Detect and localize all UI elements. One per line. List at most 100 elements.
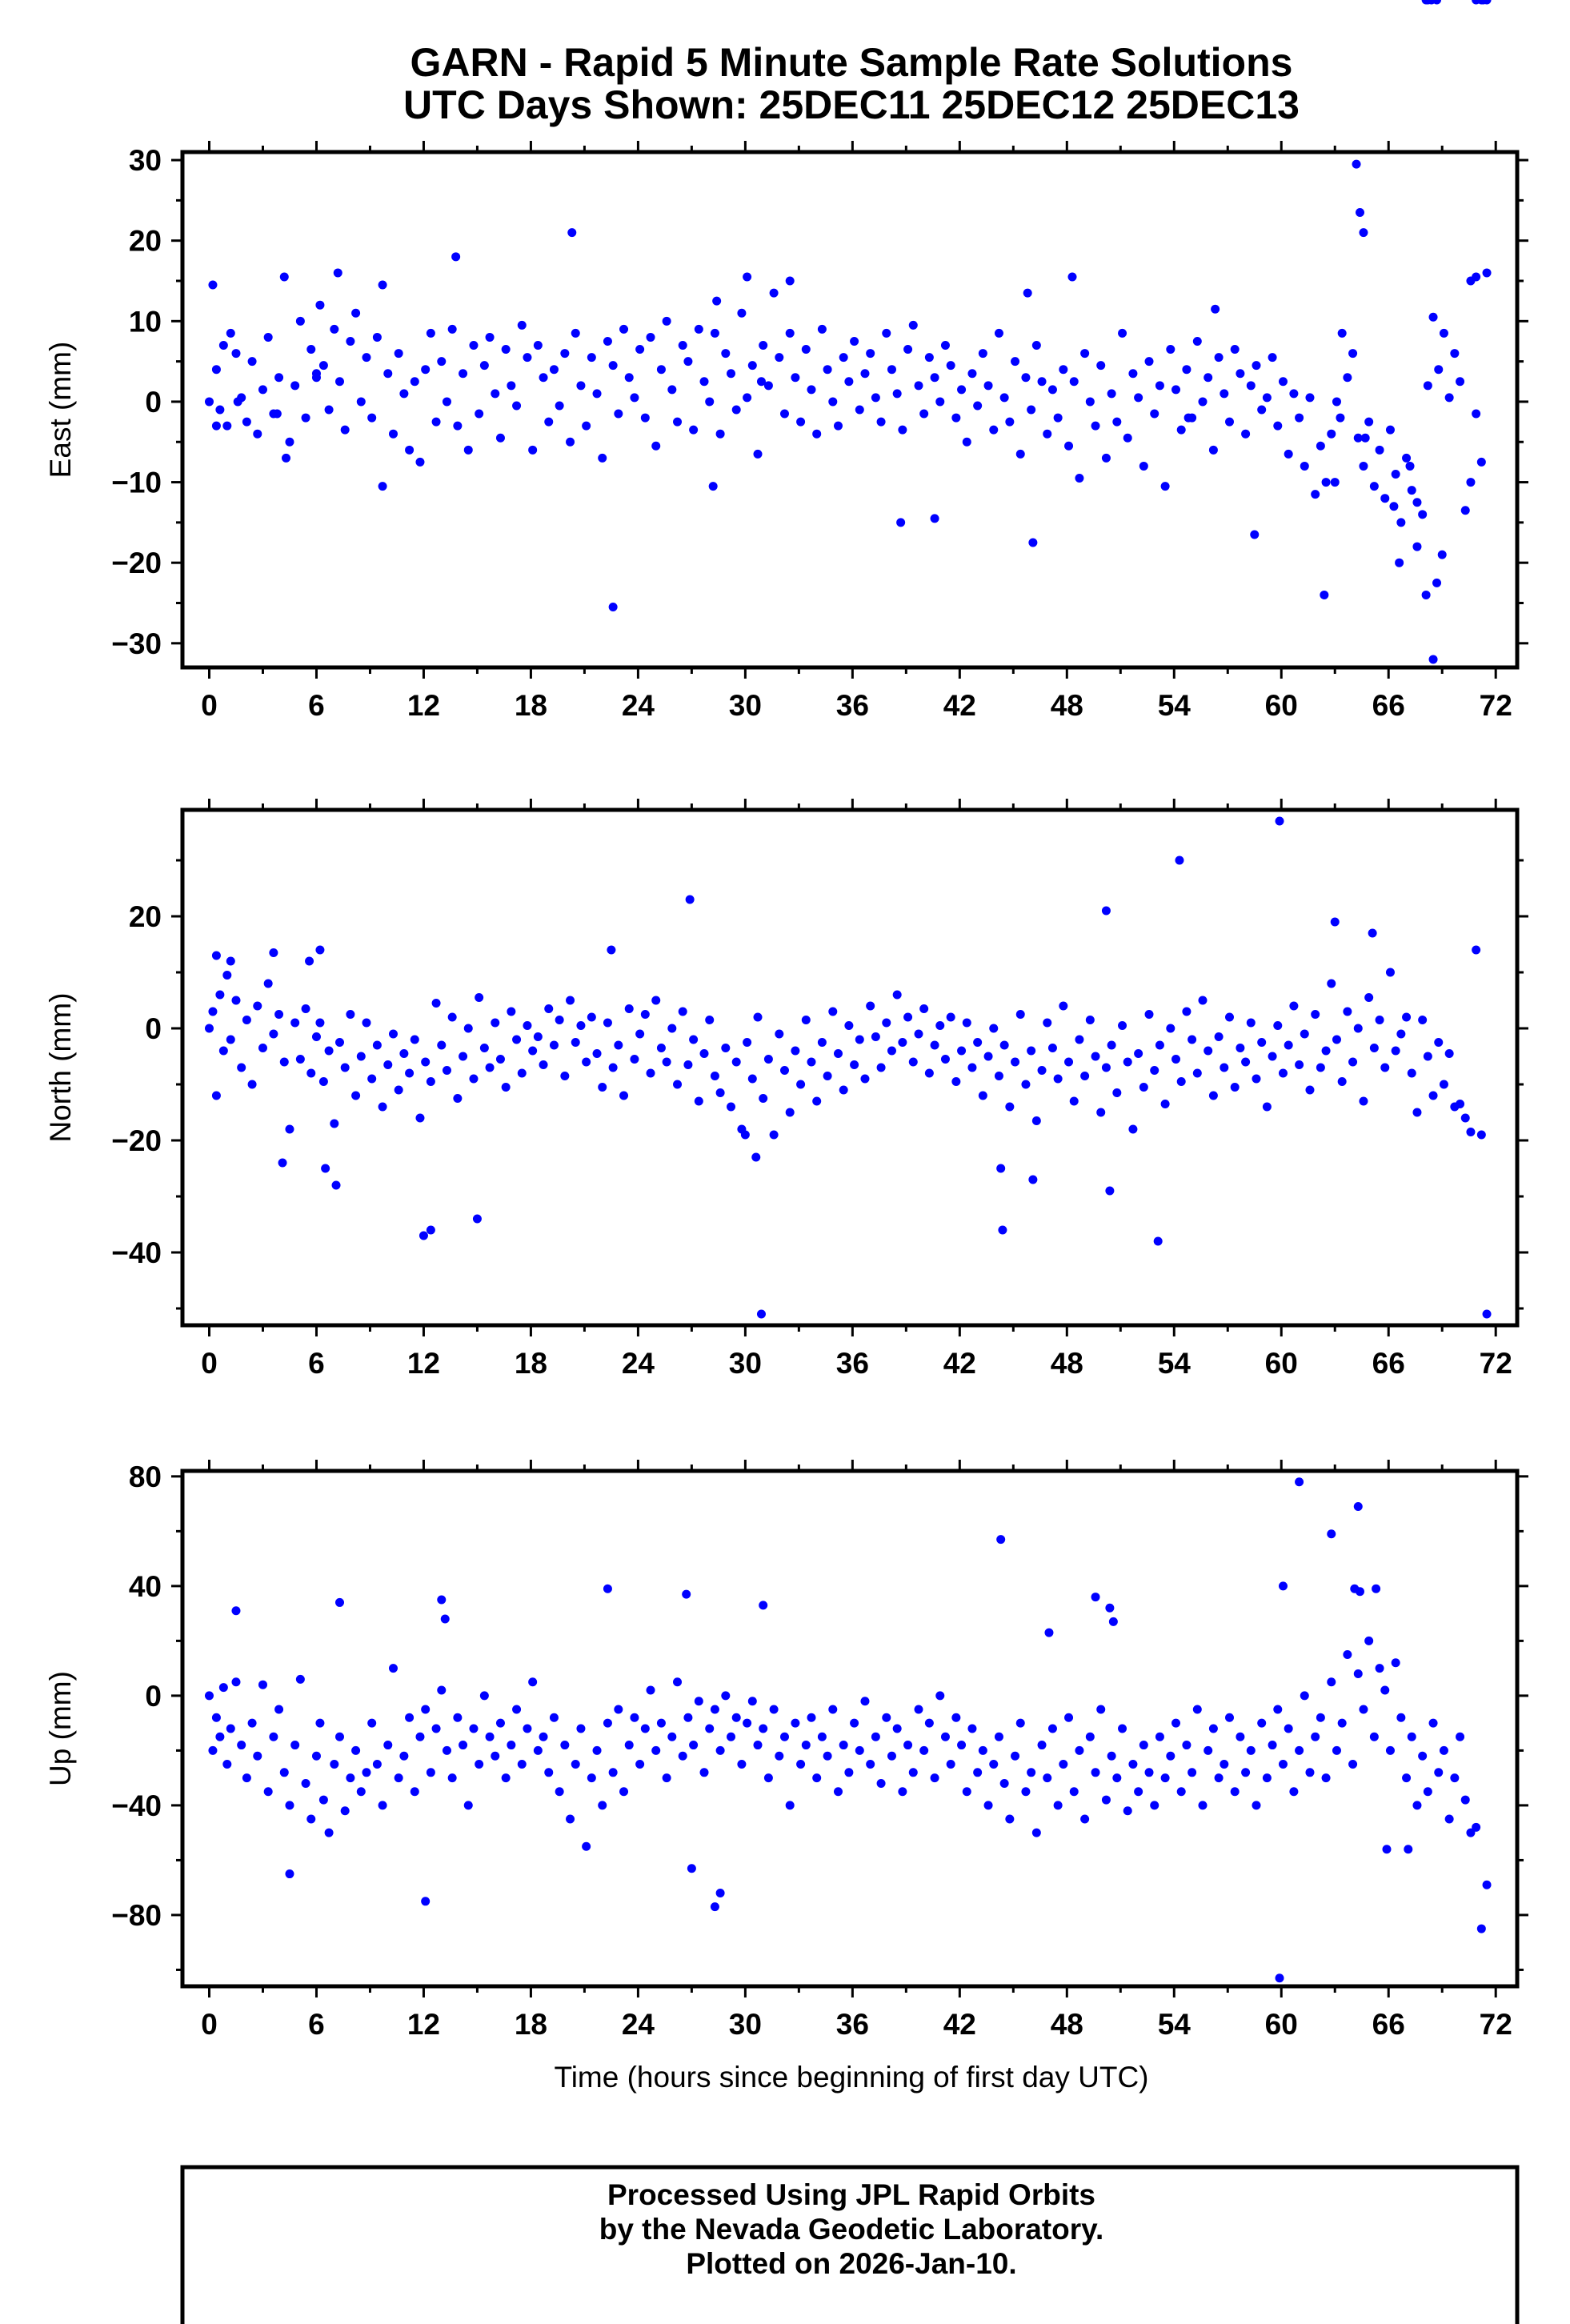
east-x-tick-label: 24 xyxy=(622,689,655,722)
east-data-point xyxy=(560,349,570,359)
north-data-point xyxy=(285,1124,294,1134)
north-data-point xyxy=(1059,1001,1068,1011)
north-data-point xyxy=(1128,1124,1138,1134)
north-data-point xyxy=(640,1010,650,1019)
footer-box xyxy=(180,2165,1520,2324)
north-x-tick-label: 36 xyxy=(836,1347,869,1380)
north-data-point xyxy=(253,1001,262,1011)
north-data-point xyxy=(1359,1096,1368,1106)
east-data-point xyxy=(598,453,607,463)
up-data-point xyxy=(459,1741,468,1750)
east-data-point xyxy=(394,349,403,359)
up-data-point xyxy=(737,1760,747,1769)
up-data-point xyxy=(1059,1760,1068,1769)
up-data-point xyxy=(1128,1760,1138,1769)
east-data-point xyxy=(566,437,575,447)
east-data-point xyxy=(1472,272,1481,282)
north-data-point xyxy=(1037,1066,1047,1075)
up-data-point xyxy=(935,1691,945,1701)
up-data-point xyxy=(775,1751,784,1761)
north-data-point xyxy=(1080,1072,1090,1080)
north-data-point xyxy=(951,1077,961,1086)
east-data-point xyxy=(712,296,722,306)
north-data-point xyxy=(208,1007,218,1016)
north-data-point xyxy=(222,971,232,980)
up-data-point xyxy=(218,1683,228,1693)
north-data-point xyxy=(1112,1088,1122,1097)
up-data-point xyxy=(1327,1529,1336,1539)
north-data-point xyxy=(346,1010,355,1019)
east-x-tick-label: 54 xyxy=(1158,689,1192,722)
east-data-point xyxy=(1250,530,1260,539)
east-x-tick-label: 60 xyxy=(1265,689,1298,722)
east-data-point xyxy=(1011,357,1020,367)
up-data-point xyxy=(1241,1768,1251,1777)
north-x-tick-label: 60 xyxy=(1265,1347,1298,1380)
up-data-point xyxy=(222,1760,232,1769)
north-data-point xyxy=(399,1049,409,1058)
east-data-point xyxy=(1437,550,1447,559)
north-y-tick-label: −20 xyxy=(111,1124,162,1157)
north-data-point xyxy=(226,1035,235,1044)
north-data-point xyxy=(710,1072,719,1080)
north-data-point xyxy=(523,1021,532,1030)
east-data-point xyxy=(608,603,618,612)
east-data-point xyxy=(1332,397,1341,407)
east-data-point xyxy=(946,361,955,371)
north-data-point xyxy=(1043,1018,1052,1028)
up-data-point xyxy=(491,1751,500,1761)
east-data-point xyxy=(823,365,832,375)
east-data-point xyxy=(999,393,1009,403)
east-x-tick-label: 66 xyxy=(1372,689,1405,722)
north-data-point xyxy=(211,951,221,960)
north-data-point xyxy=(689,1035,699,1044)
north-data-point xyxy=(1105,1186,1115,1196)
up-data-point xyxy=(635,1760,645,1769)
up-data-point xyxy=(549,1713,559,1722)
up-data-point xyxy=(1327,1677,1336,1687)
east-data-point xyxy=(367,413,377,423)
up-data-point xyxy=(431,1724,441,1733)
east-data-point xyxy=(523,353,532,363)
east-data-point xyxy=(1389,502,1399,511)
x-axis-label: Time (hours since beginning of first day… xyxy=(554,2061,1148,2094)
up-data-point xyxy=(1423,0,1432,5)
north-y-tick-label: −40 xyxy=(111,1236,162,1269)
north-y-tick-label: 0 xyxy=(145,1012,162,1045)
up-data-point xyxy=(440,1614,450,1624)
up-data-point xyxy=(318,1795,328,1805)
up-x-tick-label: 6 xyxy=(308,2008,325,2041)
east-data-point xyxy=(1171,385,1181,395)
east-data-point xyxy=(721,349,731,359)
north-data-point xyxy=(1423,1052,1432,1061)
east-data-point xyxy=(1166,345,1175,355)
east-data-point xyxy=(231,349,241,359)
up-data-point xyxy=(994,1732,1003,1741)
north-y-tick-label: 20 xyxy=(129,900,162,933)
up-data-point xyxy=(1402,1773,1412,1783)
north-data-point xyxy=(555,1016,564,1024)
up-data-point xyxy=(973,1768,983,1777)
up-data-point xyxy=(1356,1587,1365,1597)
up-data-point xyxy=(1047,1724,1057,1733)
north-data-point xyxy=(415,1113,425,1123)
north-data-point xyxy=(1064,1057,1074,1067)
east-x-tick-label: 48 xyxy=(1051,689,1083,722)
east-data-point xyxy=(1359,228,1368,238)
east-data-point xyxy=(887,365,896,375)
east-data-point xyxy=(1405,461,1415,471)
east-data-point xyxy=(1257,405,1267,415)
east-data-point xyxy=(1444,393,1454,403)
east-data-point xyxy=(1230,345,1240,355)
north-data-point xyxy=(839,1085,848,1095)
north-data-point xyxy=(740,1130,750,1140)
east-data-point xyxy=(295,316,305,326)
east-data-point xyxy=(1284,449,1293,459)
north-x-tick-label: 42 xyxy=(943,1347,976,1380)
north-data-point xyxy=(743,1038,752,1047)
up-data-point xyxy=(640,1724,650,1733)
north-data-point xyxy=(410,1035,419,1044)
east-data-point xyxy=(1402,453,1412,463)
east-data-point xyxy=(731,405,741,415)
up-data-point xyxy=(410,1787,419,1797)
